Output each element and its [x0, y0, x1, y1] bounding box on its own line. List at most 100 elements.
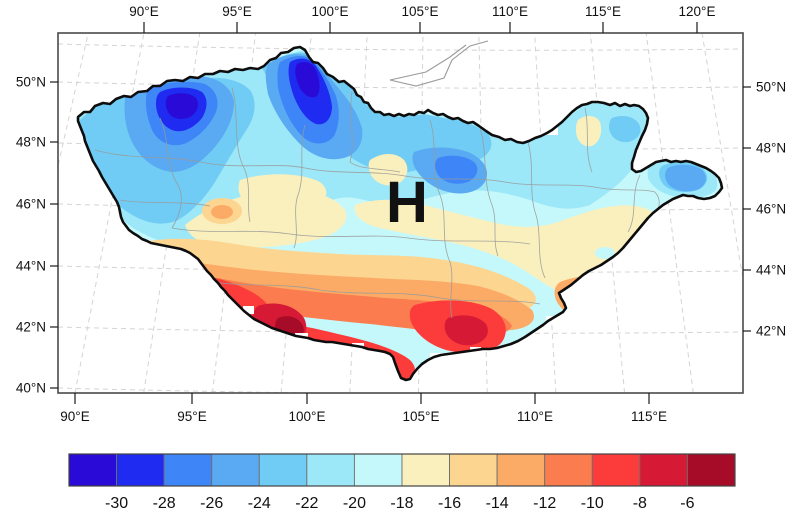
colorbar: -30 -28 -26 -24 -22 -20 -18 -16 -14 -12 -10 -8 -6 — [68, 453, 736, 510]
axis-tick-label: 42°N — [756, 324, 786, 339]
contour-region — [444, 315, 488, 346]
axis-tick-label: 90°E — [60, 409, 89, 424]
contour-region — [595, 247, 615, 259]
contour-region — [554, 275, 654, 328]
high-annotation-label: H — [386, 170, 428, 235]
axis-tick-label: 110°E — [517, 409, 553, 424]
axis-tick-label: 110°E — [492, 4, 528, 19]
colorbar-cell — [639, 453, 688, 487]
admin-boundary-line — [159, 117, 182, 229]
axis-tick-label: 46°N — [16, 197, 46, 212]
axis-labels: 90°E 95°E 100°E 105°E 110°E 115°E 120°E 90°E 95°… — [16, 4, 786, 424]
colorbar-label: -26 — [200, 495, 223, 510]
axis-tick-label: 95°E — [177, 409, 206, 424]
colorbar-cell — [116, 453, 165, 487]
axis-tick-label: 48°N — [16, 135, 46, 150]
contour-region — [165, 93, 198, 120]
axis-tick-label: 105°E — [402, 4, 439, 19]
admin-boundary-line — [119, 199, 211, 207]
graticule-meridian — [58, 33, 89, 169]
colorbar-cell — [401, 453, 451, 487]
axis-tick-label: 46°N — [756, 202, 786, 217]
colorbar-label: -6 — [680, 495, 694, 510]
admin-boundary-line — [527, 141, 546, 279]
colorbar-cell — [163, 453, 213, 487]
admin-boundary-line — [94, 149, 306, 169]
axis-tick-label: 48°N — [756, 141, 786, 156]
contour-region — [609, 116, 641, 143]
axis-tick-label: 44°N — [16, 259, 46, 274]
admin-boundary-line — [171, 227, 531, 245]
colorbar-cell — [211, 453, 260, 487]
colorbar-label: -18 — [390, 495, 413, 510]
axis-ticks — [50, 22, 751, 404]
colorbar-cell — [306, 453, 355, 487]
graticule-meridian — [645, 33, 694, 393]
axis-tick-label: 120°E — [679, 4, 716, 19]
admin-boundary-line — [349, 91, 401, 173]
lake-outline — [389, 44, 467, 81]
colorbar-label: -30 — [105, 495, 128, 510]
colorbar-label: -10 — [581, 495, 604, 510]
graticule-meridian — [701, 33, 743, 283]
axis-tick-label: 115°E — [585, 4, 621, 19]
admin-boundary-line — [584, 107, 593, 173]
colorbar-label: -12 — [533, 495, 556, 510]
contour-region — [576, 116, 602, 147]
axis-tick-label: 44°N — [756, 263, 786, 278]
axis-tick-label: 100°E — [312, 4, 349, 19]
axis-tick-label: 40°N — [16, 381, 46, 396]
axis-tick-label: 115°E — [631, 409, 667, 424]
axis-tick-label: 50°N — [16, 75, 46, 90]
colorbar-cell — [686, 453, 736, 487]
colorbar-cell — [591, 453, 641, 487]
admin-boundary-line — [429, 119, 453, 319]
colorbar-cell — [544, 453, 593, 487]
colorbar-label: -16 — [438, 495, 461, 510]
no-data-gap — [118, 232, 127, 240]
colorbar-outline — [68, 453, 736, 487]
colorbar-label: -24 — [248, 495, 271, 510]
graticule-parallel — [58, 43, 743, 51]
admin-boundary-line — [231, 87, 251, 223]
admin-boundary-line — [293, 124, 306, 249]
colorbar-label: -28 — [153, 495, 176, 510]
map-frame — [57, 32, 744, 394]
lake-baikal-line — [389, 40, 489, 87]
axis-tick-label: 105°E — [403, 409, 440, 424]
colorbar-cell — [258, 453, 308, 487]
admin-boundary-line — [479, 127, 499, 257]
colorbar-label: -8 — [633, 495, 647, 510]
axis-tick-label: 90°E — [129, 4, 158, 19]
admin-boundary-line — [627, 174, 641, 233]
colorbar-label: -22 — [295, 495, 318, 510]
no-data-gap — [205, 284, 216, 292]
lake-outline — [389, 40, 489, 87]
contour-region — [368, 154, 408, 186]
colorbar-label: -14 — [486, 495, 509, 510]
colorbar-cell — [496, 453, 546, 487]
colorbar-cell — [353, 453, 403, 487]
contour-region — [574, 285, 647, 324]
admin-boundary-line — [199, 279, 541, 305]
colorbar-cell — [68, 453, 118, 487]
admin-boundary-line — [304, 167, 656, 193]
graticule-meridian — [74, 33, 145, 393]
contour-region — [435, 155, 478, 184]
axis-tick-label: 95°E — [222, 4, 251, 19]
contour-region — [211, 205, 233, 219]
admin-boundaries — [94, 87, 660, 319]
no-data-gap — [243, 306, 254, 314]
contour-region — [354, 199, 662, 295]
contour-region — [238, 174, 327, 212]
colorbar-label: -20 — [343, 495, 366, 510]
contour-region — [665, 164, 706, 192]
axis-tick-label: 42°N — [16, 320, 46, 335]
graticule-parallel — [58, 81, 743, 89]
colorbar-cell — [449, 453, 498, 487]
contour-region — [295, 62, 320, 98]
axis-tick-label: 100°E — [289, 409, 326, 424]
country-border — [76, 45, 724, 382]
